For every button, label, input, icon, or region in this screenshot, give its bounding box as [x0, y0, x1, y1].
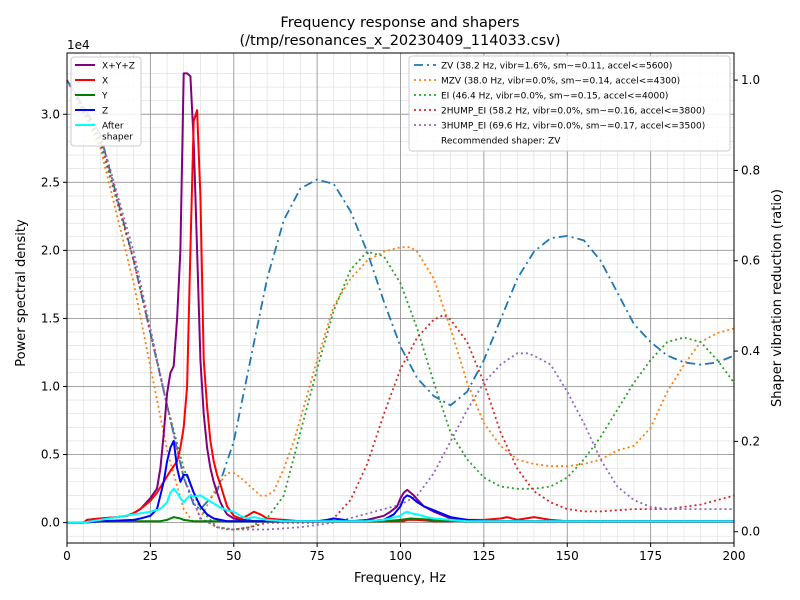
y2-tick-label: 0.4	[741, 344, 760, 358]
legend-psd-label: Z	[102, 107, 108, 117]
x-tick-label: 150	[556, 549, 579, 563]
legend-recommended-note: Recommended shaper: ZV	[441, 137, 561, 147]
y2-axis-label: Shaper vibration reduction (ratio)	[770, 189, 785, 407]
x-tick-label: 100	[389, 549, 412, 563]
y2-tick-label: 0.6	[741, 254, 760, 268]
x-tick-label: 25	[143, 549, 158, 563]
y-axis-ticks: 0.0 0.5 1.0 1.5 2.0 2.5 3.0	[41, 107, 67, 530]
y-tick-label: 3.0	[41, 107, 60, 121]
y2-tick-label: 0.0	[741, 525, 760, 539]
legend-psd-label: X	[102, 77, 108, 87]
legend-psd-label: Y	[101, 92, 108, 102]
y-tick-label: 2.0	[41, 243, 60, 257]
legend-psd-label: After	[102, 122, 124, 132]
x-tick-label: 175	[639, 549, 662, 563]
y-tick-label: 0.5	[41, 448, 60, 462]
x-axis-ticks: 0 25 50 75 100 125 150 175 200	[63, 543, 745, 563]
x-tick-label: 75	[309, 549, 324, 563]
y-tick-label: 2.5	[41, 175, 60, 189]
legend-shaper-label: 2HUMP_EI (58.2 Hz, vibr=0.0%, sm~=0.16, …	[441, 107, 705, 117]
y2-tick-label: 0.2	[741, 434, 760, 448]
x-tick-label: 125	[472, 549, 495, 563]
psd-series-group	[67, 72, 734, 524]
x-tick-label: 50	[226, 549, 241, 563]
shaper-series-group	[66, 79, 735, 531]
y2-tick-label: 1.0	[741, 73, 760, 87]
legend-shaper-label: 3HUMP_EI (69.6 Hz, vibr=0.0%, sm~=0.17, …	[441, 122, 705, 132]
legend-psd-label: shaper	[102, 133, 133, 143]
shaper-line	[66, 79, 734, 531]
y-tick-label: 1.0	[41, 379, 60, 393]
legend-shapers: ZV (38.2 Hz, vibr=1.6%, sm~=0.11, accel<…	[408, 55, 731, 152]
y-multiplier-label: 1e4	[67, 38, 90, 52]
legend-shaper-label: MZV (38.0 Hz, vibr=0.0%, sm~=0.14, accel…	[441, 77, 680, 87]
y2-tick-label: 0.8	[741, 163, 760, 177]
chart-title: Frequency response and shapers	[280, 15, 519, 31]
shaper-line	[66, 79, 735, 511]
legend-shaper-label: EI (46.4 Hz, vibr=0.0%, sm~=0.15, accel<…	[441, 92, 668, 102]
legend-shaper-label: ZV (38.2 Hz, vibr=1.6%, sm~=0.11, accel<…	[441, 62, 672, 72]
x-axis-label: Frequency, Hz	[354, 571, 446, 586]
legend-shaper-box	[408, 55, 731, 152]
chart-subtitle: (/tmp/resonances_x_20230409_114033.csv)	[239, 33, 560, 49]
psd-line	[67, 487, 734, 524]
y-tick-label: 0.0	[41, 516, 60, 530]
shaper-line	[66, 79, 735, 524]
x-tick-label: 200	[723, 549, 746, 563]
legend-psd-label: X+Y+Z	[102, 62, 135, 72]
y-tick-label: 1.5	[41, 311, 60, 325]
y-axis-label: Power spectral density	[14, 219, 29, 367]
x-tick-label: 0	[63, 549, 71, 563]
y2-axis-ticks: 0.0 0.2 0.4 0.6 0.8 1.0	[734, 73, 760, 539]
